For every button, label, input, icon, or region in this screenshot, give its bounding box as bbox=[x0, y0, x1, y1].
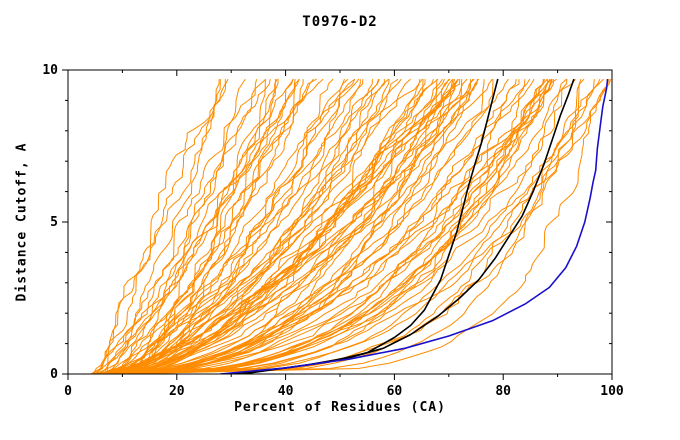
ensemble-line bbox=[111, 78, 423, 375]
ensemble-line bbox=[113, 79, 544, 375]
x-axis-label: Percent of Residues (CA) bbox=[234, 400, 446, 415]
ensemble-line bbox=[133, 78, 480, 375]
x-tick-label: 0 bbox=[64, 384, 72, 399]
ensemble-line bbox=[111, 78, 604, 375]
ensemble-line bbox=[122, 78, 475, 375]
ensemble-line bbox=[118, 78, 349, 375]
ensemble-line bbox=[132, 79, 595, 375]
ensemble-line bbox=[124, 78, 445, 375]
ensemble-line bbox=[116, 79, 271, 375]
ensemble-line bbox=[128, 78, 451, 375]
y-tick-label: 5 bbox=[50, 215, 58, 230]
ensemble-line bbox=[116, 78, 360, 375]
ensemble-line bbox=[124, 79, 266, 375]
series-line-model-black-2 bbox=[241, 78, 575, 375]
ensemble-line bbox=[111, 78, 553, 375]
chart-title: T0976-D2 bbox=[302, 14, 378, 30]
ensemble-line bbox=[106, 79, 463, 375]
ensemble-line bbox=[106, 78, 535, 375]
y-tick-label: 0 bbox=[50, 367, 58, 382]
ensemble-line bbox=[116, 78, 324, 375]
ensemble-line bbox=[112, 78, 474, 375]
ensemble-line bbox=[107, 78, 229, 375]
y-tick-label: 10 bbox=[42, 63, 58, 78]
ensemble-lines bbox=[89, 78, 612, 375]
ensemble-line bbox=[94, 78, 459, 375]
ensemble-line bbox=[125, 78, 612, 375]
ensemble-line bbox=[130, 79, 373, 375]
x-tick-label: 40 bbox=[278, 384, 294, 399]
ensemble-line bbox=[111, 78, 380, 375]
ensemble-line bbox=[99, 79, 364, 375]
ensemble-line bbox=[124, 78, 551, 375]
x-tick-label: 80 bbox=[495, 384, 511, 399]
series-line-model-blue bbox=[220, 79, 609, 375]
ensemble-line bbox=[93, 79, 526, 375]
x-tick-label: 100 bbox=[600, 384, 624, 399]
axes: 0 20 40 60 80 100 0 5 10 bbox=[42, 63, 624, 399]
ensemble-line bbox=[100, 78, 439, 375]
ensemble-line bbox=[98, 78, 390, 375]
ensemble-line bbox=[111, 78, 443, 375]
ensemble-line bbox=[122, 78, 459, 375]
ensemble-line bbox=[106, 78, 576, 375]
x-tick-label: 60 bbox=[387, 384, 403, 399]
ensemble-line bbox=[92, 78, 258, 375]
ensemble-line bbox=[101, 79, 568, 375]
ensemble-line bbox=[97, 79, 608, 375]
x-tick-label: 20 bbox=[169, 384, 185, 399]
ensemble-line bbox=[112, 79, 276, 375]
ensemble-line bbox=[122, 79, 304, 375]
ensemble-line bbox=[118, 79, 610, 375]
ensemble-line bbox=[121, 78, 314, 375]
ensemble-line bbox=[94, 79, 220, 375]
ensemble-line bbox=[131, 78, 546, 375]
ensemble-line bbox=[110, 78, 557, 375]
ensemble-line bbox=[132, 78, 278, 375]
ensemble-line bbox=[90, 78, 267, 375]
ensemble-line bbox=[107, 78, 567, 375]
ensemble-line bbox=[116, 79, 279, 375]
ensemble-line bbox=[96, 79, 494, 375]
ensemble-line bbox=[120, 78, 585, 375]
ensemble-line bbox=[93, 78, 411, 375]
ensemble-line bbox=[128, 79, 390, 375]
highlight-lines bbox=[220, 78, 609, 375]
ensemble-line bbox=[107, 78, 479, 375]
ensemble-line bbox=[115, 78, 601, 375]
y-axis-label: Distance Cutoff, A bbox=[14, 142, 30, 302]
